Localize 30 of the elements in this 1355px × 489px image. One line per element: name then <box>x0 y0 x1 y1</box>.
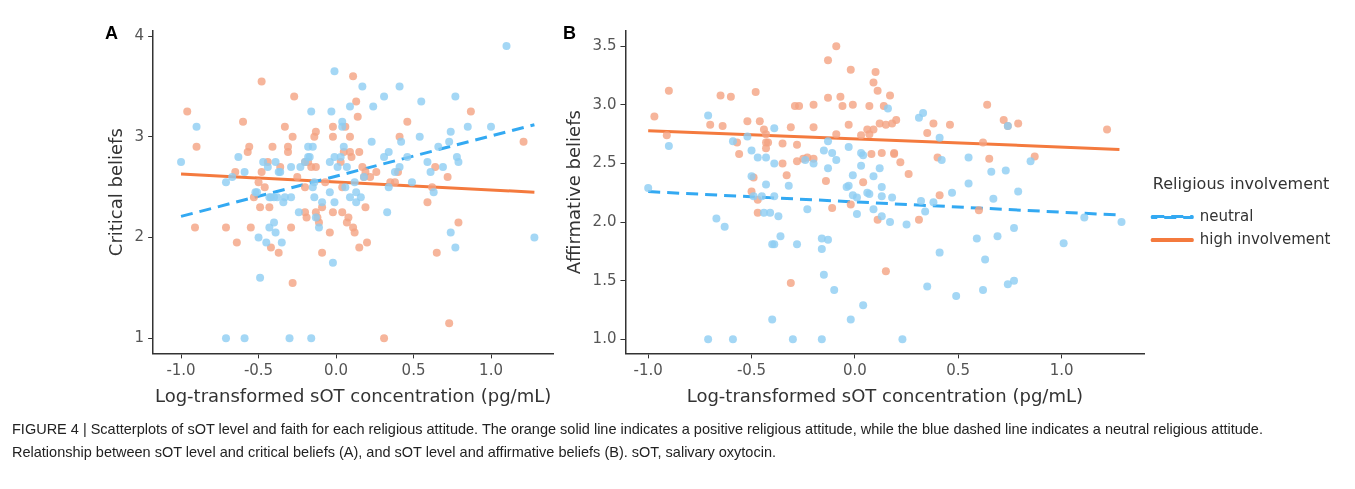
x-tick-label: 0.5 <box>401 361 426 380</box>
x-axis-title: Log-transformed sOT concentration (pg/mL) <box>154 384 552 406</box>
x-tick-label: -0.5 <box>736 361 767 380</box>
y-tick-label: 3 <box>134 126 145 145</box>
legend-title: Religious involvement <box>1152 173 1330 193</box>
y-tick-label: 2 <box>134 227 145 246</box>
y-axis-title: Affirmative beliefs <box>563 110 585 275</box>
chart-title: B <box>563 23 576 44</box>
y-tick-label: 4 <box>134 25 145 44</box>
y-tick-label: 1.5 <box>592 270 617 289</box>
legend-label: neutral <box>1199 206 1254 225</box>
x-tick-label: 1.0 <box>479 361 503 380</box>
x-tick-label: 0.5 <box>946 361 971 380</box>
caption: FIGURE 4 | Scatterplots of sOT level and faith for each religious attitude. The orange solid line indicates a positive religious attitude, while the blue dashed line indicates a neutral religious attitude. Relationship between sOT level and critical beliefs (A), and sOT level and affirmative beliefs (B). sOT, salivary oxytocin. <box>12 420 1264 462</box>
x-tick-label: 1.0 <box>1049 361 1074 380</box>
legend-label: high involvement <box>1199 229 1331 248</box>
y-tick-label: 3.0 <box>592 94 617 113</box>
y-tick-label: 1 <box>134 328 145 347</box>
y-tick-label: 2.5 <box>592 153 617 172</box>
x-tick-label: -1.0 <box>166 361 196 380</box>
y-tick-label: 2.0 <box>592 211 617 230</box>
y-tick-label: 1.0 <box>592 329 617 348</box>
x-tick-label: 0.0 <box>842 361 867 380</box>
y-tick-label: 3.5 <box>592 36 617 55</box>
x-tick-label: 0.0 <box>324 361 348 380</box>
chart-title: A <box>105 23 118 44</box>
x-tick-label: -0.5 <box>243 361 274 380</box>
x-axis-title: Log-transformed sOT concentration (pg/mL) <box>686 384 1083 406</box>
y-axis-title: Critical beliefs <box>105 128 127 257</box>
x-tick-label: -1.0 <box>633 361 663 380</box>
